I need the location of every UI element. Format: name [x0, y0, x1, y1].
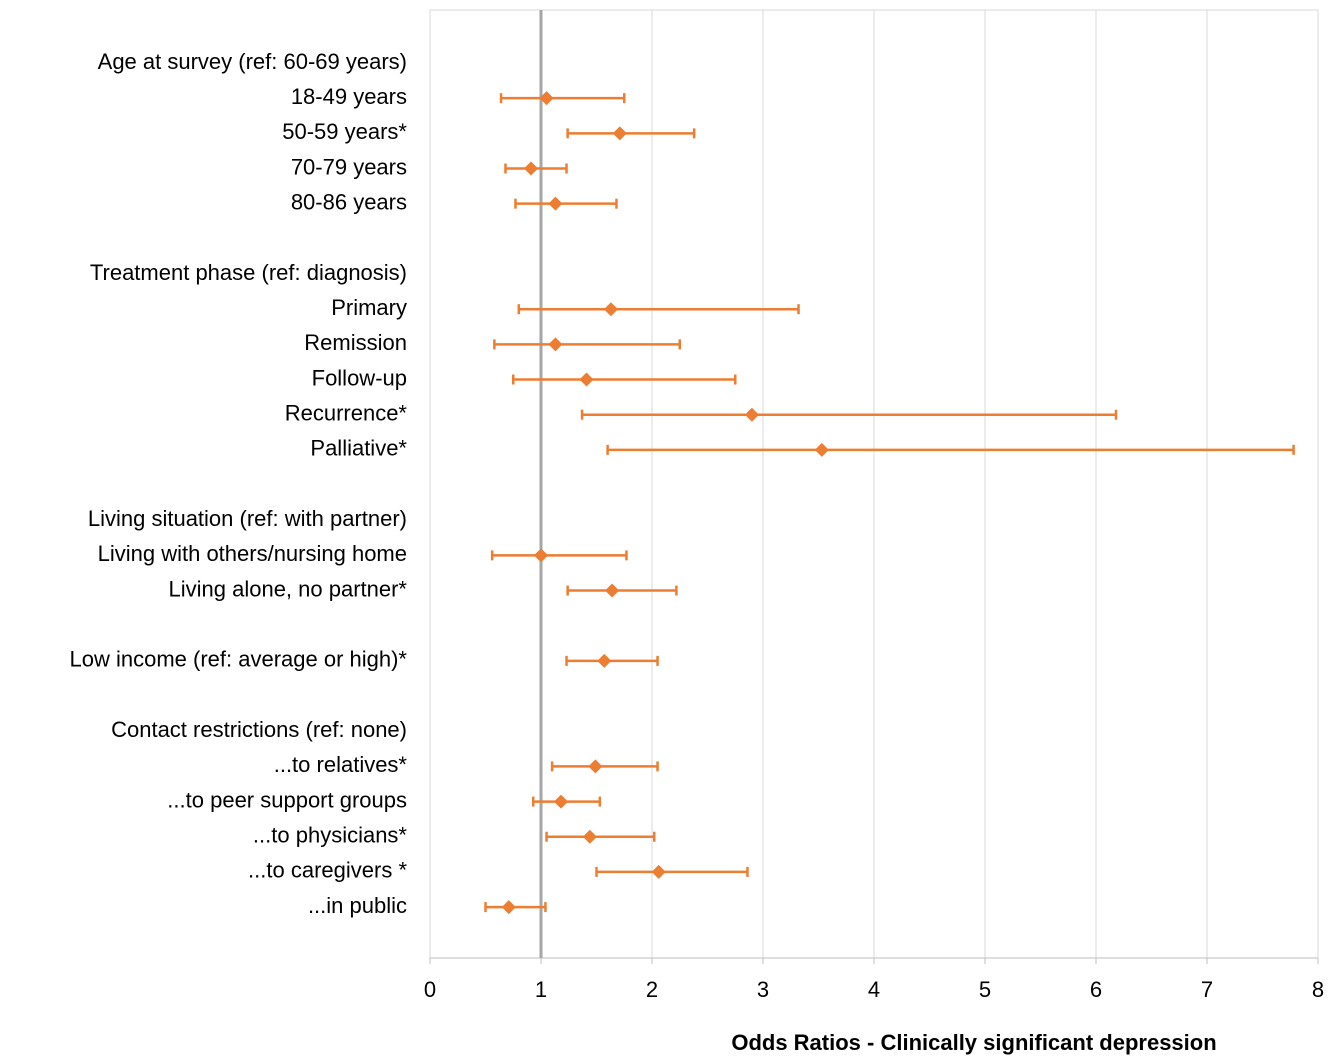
row-label: ...in public [308, 893, 407, 918]
x-tick-label: 5 [979, 977, 991, 1002]
row-label: Living situation (ref: with partner) [88, 506, 407, 531]
row-label: 18-49 years [291, 84, 407, 109]
point-estimate [534, 548, 548, 563]
row-label: Age at survey (ref: 60-69 years) [98, 49, 407, 74]
row-label: Living alone, no partner* [169, 576, 408, 601]
row-label: Primary [331, 295, 407, 320]
row-label: 50-59 years* [282, 119, 407, 144]
point-estimate [539, 91, 554, 106]
x-tick-label: 6 [1090, 977, 1102, 1002]
x-tick-label: 8 [1312, 977, 1324, 1002]
x-tick-label: 3 [757, 977, 769, 1002]
x-tick-label: 1 [535, 977, 547, 1002]
row-label: Treatment phase (ref: diagnosis) [90, 260, 407, 285]
point-estimate [597, 653, 612, 668]
x-axis-label: Odds Ratios - Clinically significant dep… [731, 1030, 1216, 1055]
row-label: ...to physicians* [253, 823, 408, 848]
x-tick-label: 0 [424, 977, 436, 1002]
point-estimate [548, 196, 563, 211]
x-tick-label: 4 [868, 977, 880, 1002]
row-label: Recurrence* [285, 401, 408, 426]
row-label: ...to peer support groups [167, 787, 407, 812]
x-tick-label: 7 [1201, 977, 1213, 1002]
row-label: 80-86 years [291, 189, 407, 214]
row-label: ...to relatives* [274, 752, 408, 777]
row-label: Follow-up [312, 365, 407, 390]
row-label: 70-79 years [291, 154, 407, 179]
row-label: ...to caregivers * [248, 858, 407, 883]
point-estimate [548, 337, 563, 352]
point-estimate [612, 126, 627, 141]
point-estimate [524, 161, 539, 176]
row-label: Living with others/nursing home [98, 541, 407, 566]
point-estimate [501, 900, 516, 915]
row-label: Contact restrictions (ref: none) [111, 717, 407, 742]
point-estimate [588, 759, 603, 774]
point-estimate [553, 794, 568, 809]
row-label: Low income (ref: average or high)* [70, 647, 408, 672]
point-estimate [651, 864, 666, 879]
point-estimate [579, 372, 594, 387]
point-estimate [605, 583, 620, 598]
point-estimate [603, 302, 618, 317]
point-estimate [582, 829, 597, 844]
x-tick-label: 2 [646, 977, 658, 1002]
row-label: Remission [304, 330, 407, 355]
point-estimate [814, 442, 829, 457]
row-label: Palliative* [310, 436, 407, 461]
point-estimate [744, 407, 759, 422]
